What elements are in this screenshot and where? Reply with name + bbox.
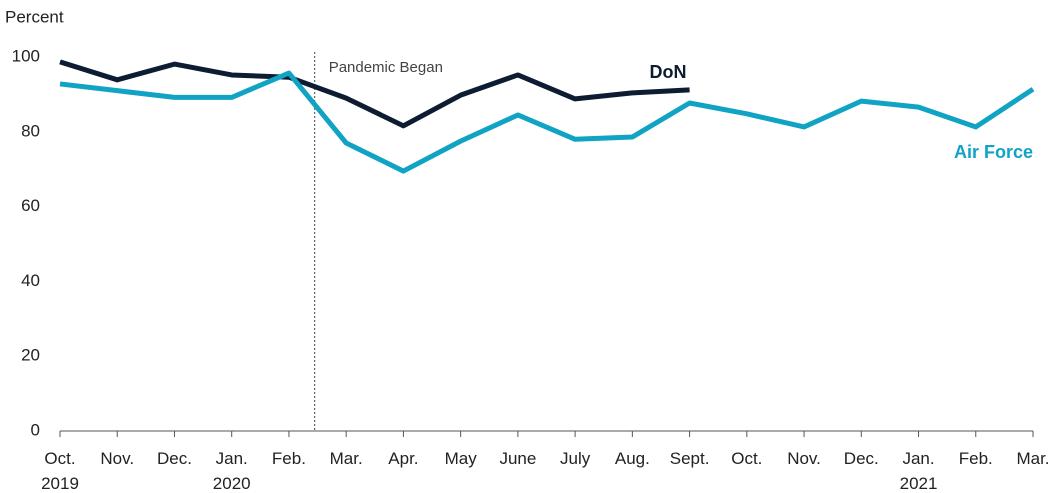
x-tick-label: Dec. [157, 449, 192, 468]
y-tick-label: 40 [21, 271, 40, 290]
y-tick-label: 20 [21, 346, 40, 365]
y-tick-label: 80 [21, 121, 40, 140]
x-tick-label: Oct. [731, 449, 762, 468]
x-tick-label: Jan. 2020 [213, 449, 251, 493]
y-tick-label: 0 [31, 420, 40, 439]
x-tick-label: July [560, 449, 591, 468]
x-tick-label: Feb. [959, 449, 993, 468]
x-tick-label: Aug. [615, 449, 650, 468]
y-axis-label: Percent [5, 7, 64, 26]
series-label: Air Force [954, 142, 1033, 162]
x-tick-label: Sept. [670, 449, 710, 468]
x-tick-label: May [445, 449, 478, 468]
x-tick-label: Nov. [787, 449, 821, 468]
y-tick-label: 100 [12, 46, 40, 65]
series-line [59, 59, 690, 129]
x-tick-label: June [499, 449, 536, 468]
y-tick-label: 60 [21, 196, 40, 215]
x-tick-label: Oct. 2019 [41, 449, 79, 493]
series-label: DoN [650, 62, 687, 82]
annotation: Pandemic Began [329, 59, 443, 76]
x-tick-label: Mar. [1016, 449, 1049, 468]
x-tick-label: Apr. [388, 449, 418, 468]
x-tick-label: Dec. [844, 449, 879, 468]
x-tick-label: Feb. [272, 449, 306, 468]
x-tick-label: Mar. [330, 449, 363, 468]
x-tick-label: Nov. [100, 449, 134, 468]
x-tick-label: Jan. 2021 [900, 449, 938, 493]
series-line [59, 70, 1035, 174]
